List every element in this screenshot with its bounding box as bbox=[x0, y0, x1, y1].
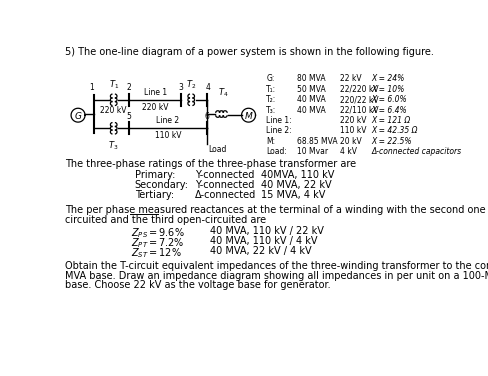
Text: Secondary:: Secondary: bbox=[135, 180, 189, 190]
Text: 5) The one-line diagram of a power system is shown in the following figure.: 5) The one-line diagram of a power syste… bbox=[65, 47, 434, 57]
Text: Y-connected: Y-connected bbox=[195, 170, 254, 180]
Text: 68.85 MVA: 68.85 MVA bbox=[297, 137, 338, 146]
Text: X = 24%: X = 24% bbox=[371, 74, 405, 83]
Text: 40 MVA, 22 kV: 40 MVA, 22 kV bbox=[261, 180, 331, 190]
Text: X = 6.0%: X = 6.0% bbox=[371, 95, 407, 104]
Text: 40 MVA: 40 MVA bbox=[297, 106, 326, 115]
Text: $T_2$: $T_2$ bbox=[186, 78, 196, 91]
Text: Line 1:: Line 1: bbox=[266, 116, 292, 125]
Text: The three-phase ratings of the three-phase transformer are: The three-phase ratings of the three-pha… bbox=[65, 159, 356, 169]
Text: 40 MVA: 40 MVA bbox=[297, 95, 326, 104]
Text: 20 kV: 20 kV bbox=[340, 137, 362, 146]
Text: Δ-connected capacitors: Δ-connected capacitors bbox=[371, 147, 461, 156]
Text: Primary:: Primary: bbox=[135, 170, 175, 180]
Text: circuited and the third open-circuited are: circuited and the third open-circuited a… bbox=[65, 215, 266, 224]
Text: base. Choose 22 kV as the voltage base for generator.: base. Choose 22 kV as the voltage base f… bbox=[65, 280, 330, 290]
Text: $T_3$: $T_3$ bbox=[108, 139, 119, 152]
Text: 110 kV: 110 kV bbox=[155, 131, 181, 140]
Text: $G$: $G$ bbox=[74, 110, 82, 121]
Text: X = 42.35 Ω: X = 42.35 Ω bbox=[371, 126, 418, 135]
Text: 5: 5 bbox=[127, 112, 132, 121]
Text: 22/110 kV: 22/110 kV bbox=[340, 106, 379, 115]
Text: 22/220 kV: 22/220 kV bbox=[340, 85, 379, 94]
Text: Load:: Load: bbox=[266, 147, 287, 156]
Text: 50 MVA: 50 MVA bbox=[297, 85, 326, 94]
Text: G:: G: bbox=[266, 74, 275, 83]
Text: T₂:: T₂: bbox=[266, 95, 277, 104]
Text: 40 MVA, 110 kV / 22 kV: 40 MVA, 110 kV / 22 kV bbox=[210, 226, 324, 236]
Text: Line 2: Line 2 bbox=[156, 116, 180, 125]
Text: 220 kV: 220 kV bbox=[101, 106, 127, 115]
Text: $Z_{PT} = 7.2\%$: $Z_{PT} = 7.2\%$ bbox=[131, 236, 184, 250]
Text: 15 MVA, 4 kV: 15 MVA, 4 kV bbox=[261, 190, 325, 200]
Text: Obtain the T-circuit equivalent impedances of the three-winding transformer to t: Obtain the T-circuit equivalent impedanc… bbox=[65, 261, 488, 271]
Text: Δ-connected: Δ-connected bbox=[195, 190, 256, 200]
Text: 22 kV: 22 kV bbox=[340, 74, 362, 83]
Text: Y-connected: Y-connected bbox=[195, 180, 254, 190]
Text: Line 1: Line 1 bbox=[143, 88, 167, 97]
Text: 1: 1 bbox=[90, 83, 94, 92]
Text: Load: Load bbox=[208, 145, 226, 154]
Text: 80 MVA: 80 MVA bbox=[297, 74, 326, 83]
Text: 40 MVA, 110 kV / 4 kV: 40 MVA, 110 kV / 4 kV bbox=[210, 236, 317, 246]
Text: X = 121 Ω: X = 121 Ω bbox=[371, 116, 410, 125]
Text: M:: M: bbox=[266, 137, 276, 146]
Text: 220/22 kV: 220/22 kV bbox=[340, 95, 379, 104]
Text: 6: 6 bbox=[204, 112, 209, 121]
Text: $T_1$: $T_1$ bbox=[108, 78, 119, 91]
Text: 220 kV: 220 kV bbox=[142, 103, 168, 112]
Text: Tertiary:: Tertiary: bbox=[135, 190, 174, 200]
Text: 4: 4 bbox=[206, 83, 211, 92]
Text: MVA base. Draw an impedance diagram showing all impedances in per unit on a 100-: MVA base. Draw an impedance diagram show… bbox=[65, 271, 488, 281]
Text: 2: 2 bbox=[127, 83, 132, 92]
Text: The per phase measured reactances at the terminal of a winding with the second o: The per phase measured reactances at the… bbox=[65, 205, 488, 215]
Text: Line 2:: Line 2: bbox=[266, 126, 292, 135]
Text: $T_4$: $T_4$ bbox=[218, 86, 228, 99]
Text: $Z_{PS} = 9.6\%$: $Z_{PS} = 9.6\%$ bbox=[131, 226, 184, 240]
Text: 220 kV: 220 kV bbox=[340, 116, 366, 125]
Text: $Z_{ST} = 12\%$: $Z_{ST} = 12\%$ bbox=[131, 246, 182, 260]
Text: T₃:: T₃: bbox=[266, 106, 277, 115]
Text: 40 MVA, 22 kV / 4 kV: 40 MVA, 22 kV / 4 kV bbox=[210, 246, 311, 256]
Text: 40MVA, 110 kV: 40MVA, 110 kV bbox=[261, 170, 334, 180]
Text: 10 Mvar: 10 Mvar bbox=[297, 147, 328, 156]
Text: X = 10%: X = 10% bbox=[371, 85, 405, 94]
Text: X = 6.4%: X = 6.4% bbox=[371, 106, 407, 115]
Text: T₁:: T₁: bbox=[266, 85, 277, 94]
Text: $M$: $M$ bbox=[244, 110, 253, 121]
Text: 110 kV: 110 kV bbox=[340, 126, 366, 135]
Text: 3: 3 bbox=[179, 83, 183, 92]
Text: 4 kV: 4 kV bbox=[340, 147, 357, 156]
Text: X = 22.5%: X = 22.5% bbox=[371, 137, 411, 146]
